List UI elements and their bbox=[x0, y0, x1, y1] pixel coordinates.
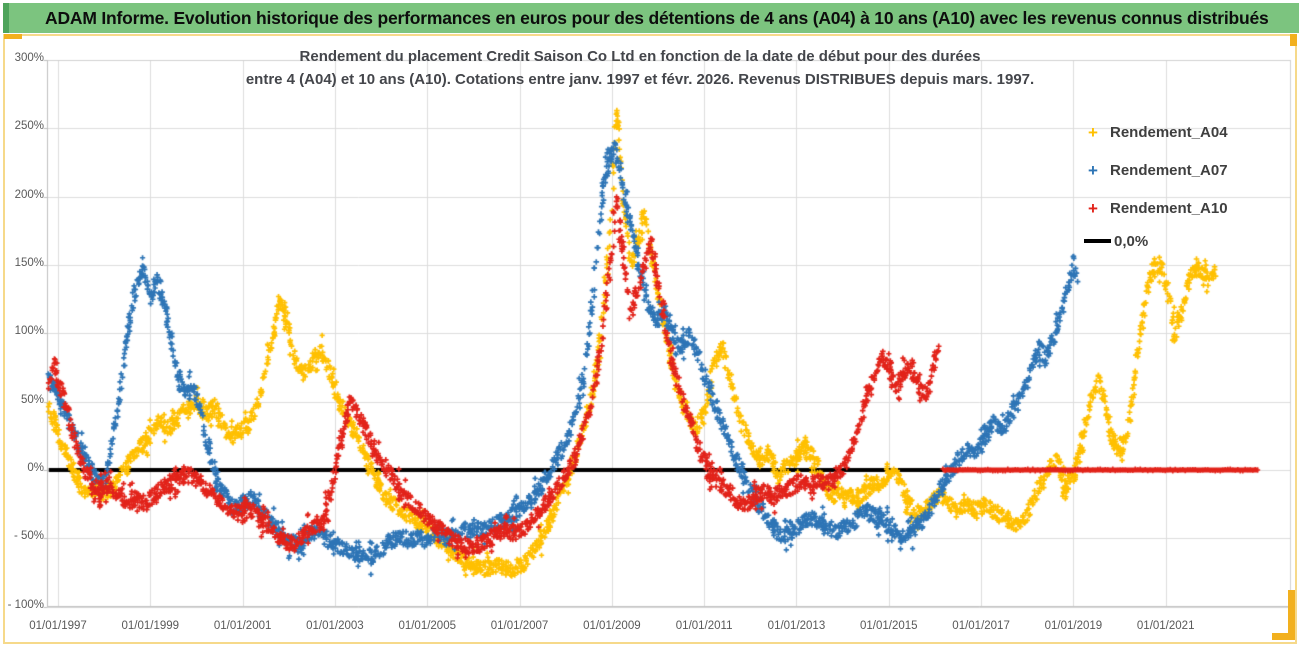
chart-title-line1: Rendement du placement Credit Saison Co … bbox=[299, 48, 981, 65]
legend-item-zero-line[interactable]: 0,0% bbox=[1084, 231, 1148, 251]
x-axis-tick-label: 01/01/2001 bbox=[213, 620, 272, 632]
y-axis-tick-label: - 100% bbox=[7, 598, 44, 611]
x-axis-tick-label: 01/01/1999 bbox=[121, 620, 180, 632]
y-axis-tick-label: 200% bbox=[14, 188, 44, 201]
header-title: ADAM Informe. Evolution historique des p… bbox=[45, 8, 1269, 28]
x-axis-tick-label: 01/01/2015 bbox=[859, 620, 918, 632]
x-axis-tick-label: 01/01/2003 bbox=[306, 620, 364, 632]
legend-item-rendement-a04[interactable]: + Rendement_A04 bbox=[1080, 122, 1228, 142]
x-axis-tick-label: 01/01/1997 bbox=[29, 620, 87, 632]
x-axis-tick-label: 01/01/2009 bbox=[583, 620, 641, 632]
y-axis-tick-label: 50% bbox=[20, 393, 44, 406]
a10-plus-marker-icon: + bbox=[1088, 198, 1098, 218]
x-axis-tick-label: 01/01/2017 bbox=[952, 620, 1010, 632]
legend-item-rendement-a07[interactable]: + Rendement_A07 bbox=[1080, 160, 1228, 180]
y-axis-tick-label: 0% bbox=[27, 462, 44, 474]
x-axis-tick-label: 01/01/2019 bbox=[1044, 620, 1103, 632]
y-axis-tick-label: 100% bbox=[14, 325, 44, 338]
chart-title: Rendement du placement Credit Saison Co … bbox=[150, 45, 1130, 91]
x-axis-tick-label: 01/01/2007 bbox=[490, 620, 549, 632]
x-axis-tick-label: 01/01/2005 bbox=[398, 620, 456, 632]
x-axis-tick-label: 01/01/2011 bbox=[675, 620, 733, 632]
legend-label: 0,0% bbox=[1114, 232, 1149, 250]
zero-line-swatch-icon bbox=[1084, 239, 1111, 243]
legend-label: Rendement_A10 bbox=[1110, 199, 1228, 217]
y-axis-tick-label: 300% bbox=[14, 51, 44, 64]
y-axis-tick-label: - 50% bbox=[13, 530, 44, 543]
x-axis-tick-label: 01/01/2021 bbox=[1136, 620, 1195, 632]
legend-label: Rendement_A07 bbox=[1110, 161, 1228, 179]
chart-title-line2: entre 4 (A04) et 10 ans (A10). Cotations… bbox=[245, 71, 1035, 88]
a04-plus-marker-icon: + bbox=[1088, 122, 1098, 142]
header-bar: ADAM Informe. Evolution historique des p… bbox=[3, 3, 1299, 33]
legend-label: Rendement_A04 bbox=[1110, 123, 1228, 141]
a07-plus-marker-icon: + bbox=[1088, 160, 1098, 180]
y-axis-tick-label: 250% bbox=[14, 120, 44, 133]
x-axis-tick-label: 01/01/2013 bbox=[767, 620, 826, 632]
y-axis-tick-label: 150% bbox=[14, 256, 44, 269]
legend-item-rendement-a10[interactable]: + Rendement_A10 bbox=[1080, 198, 1228, 218]
